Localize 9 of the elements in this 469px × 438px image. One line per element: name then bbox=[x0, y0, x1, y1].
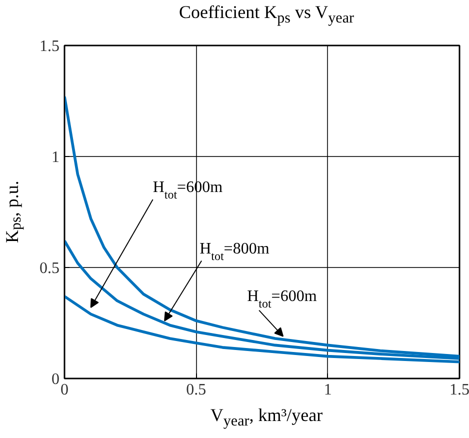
x-tick-label: 1 bbox=[324, 382, 332, 398]
y-tick-label: 1 bbox=[52, 149, 60, 166]
x-tick-label: 0.5 bbox=[186, 382, 206, 398]
y-tick-label: 0.5 bbox=[40, 260, 60, 277]
x-tick-label: 1.5 bbox=[450, 382, 469, 398]
x-axis-title: V$_{year}$, km³/year bbox=[209, 405, 324, 431]
y-tick-label: 0 bbox=[52, 371, 60, 388]
y-tick-label: 1.5 bbox=[40, 38, 60, 55]
chart-title: Coefficient K$_{ps}$ vs V$_{year}$ bbox=[178, 2, 355, 28]
